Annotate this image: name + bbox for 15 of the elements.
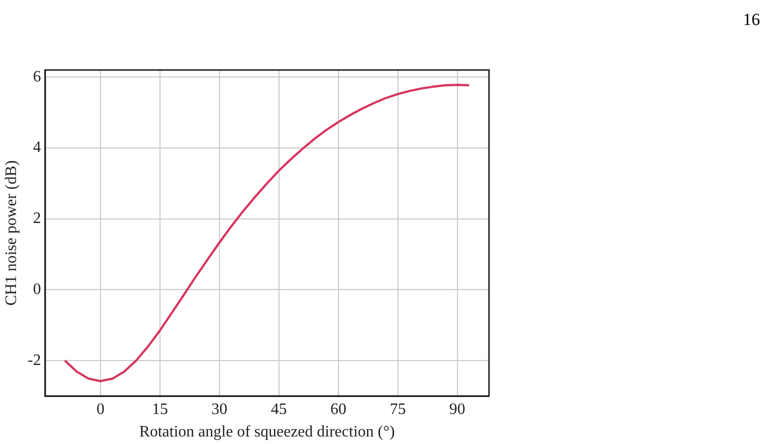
x-tick-label: 0 <box>96 400 104 418</box>
y-tick-label: 2 <box>33 210 41 228</box>
y-tick-label: 4 <box>33 139 41 156</box>
y-tick-label: 0 <box>33 280 41 298</box>
x-tick-label: 15 <box>152 400 168 418</box>
x-tick-label: 45 <box>270 400 287 418</box>
y-tick-label: -2 <box>28 352 41 369</box>
text: 16 <box>743 10 760 30</box>
y-axis-title: CH1 noise power (dB) <box>2 160 20 306</box>
x-axis-title: Rotation angle of squeezed direction (°) <box>139 424 395 441</box>
x-tick-label: 30 <box>211 400 228 418</box>
x-tick-label: 90 <box>449 400 466 418</box>
x-tick-label: 60 <box>330 400 346 418</box>
x-tick-label: 75 <box>390 400 406 418</box>
y-tick-label: 6 <box>33 68 41 86</box>
